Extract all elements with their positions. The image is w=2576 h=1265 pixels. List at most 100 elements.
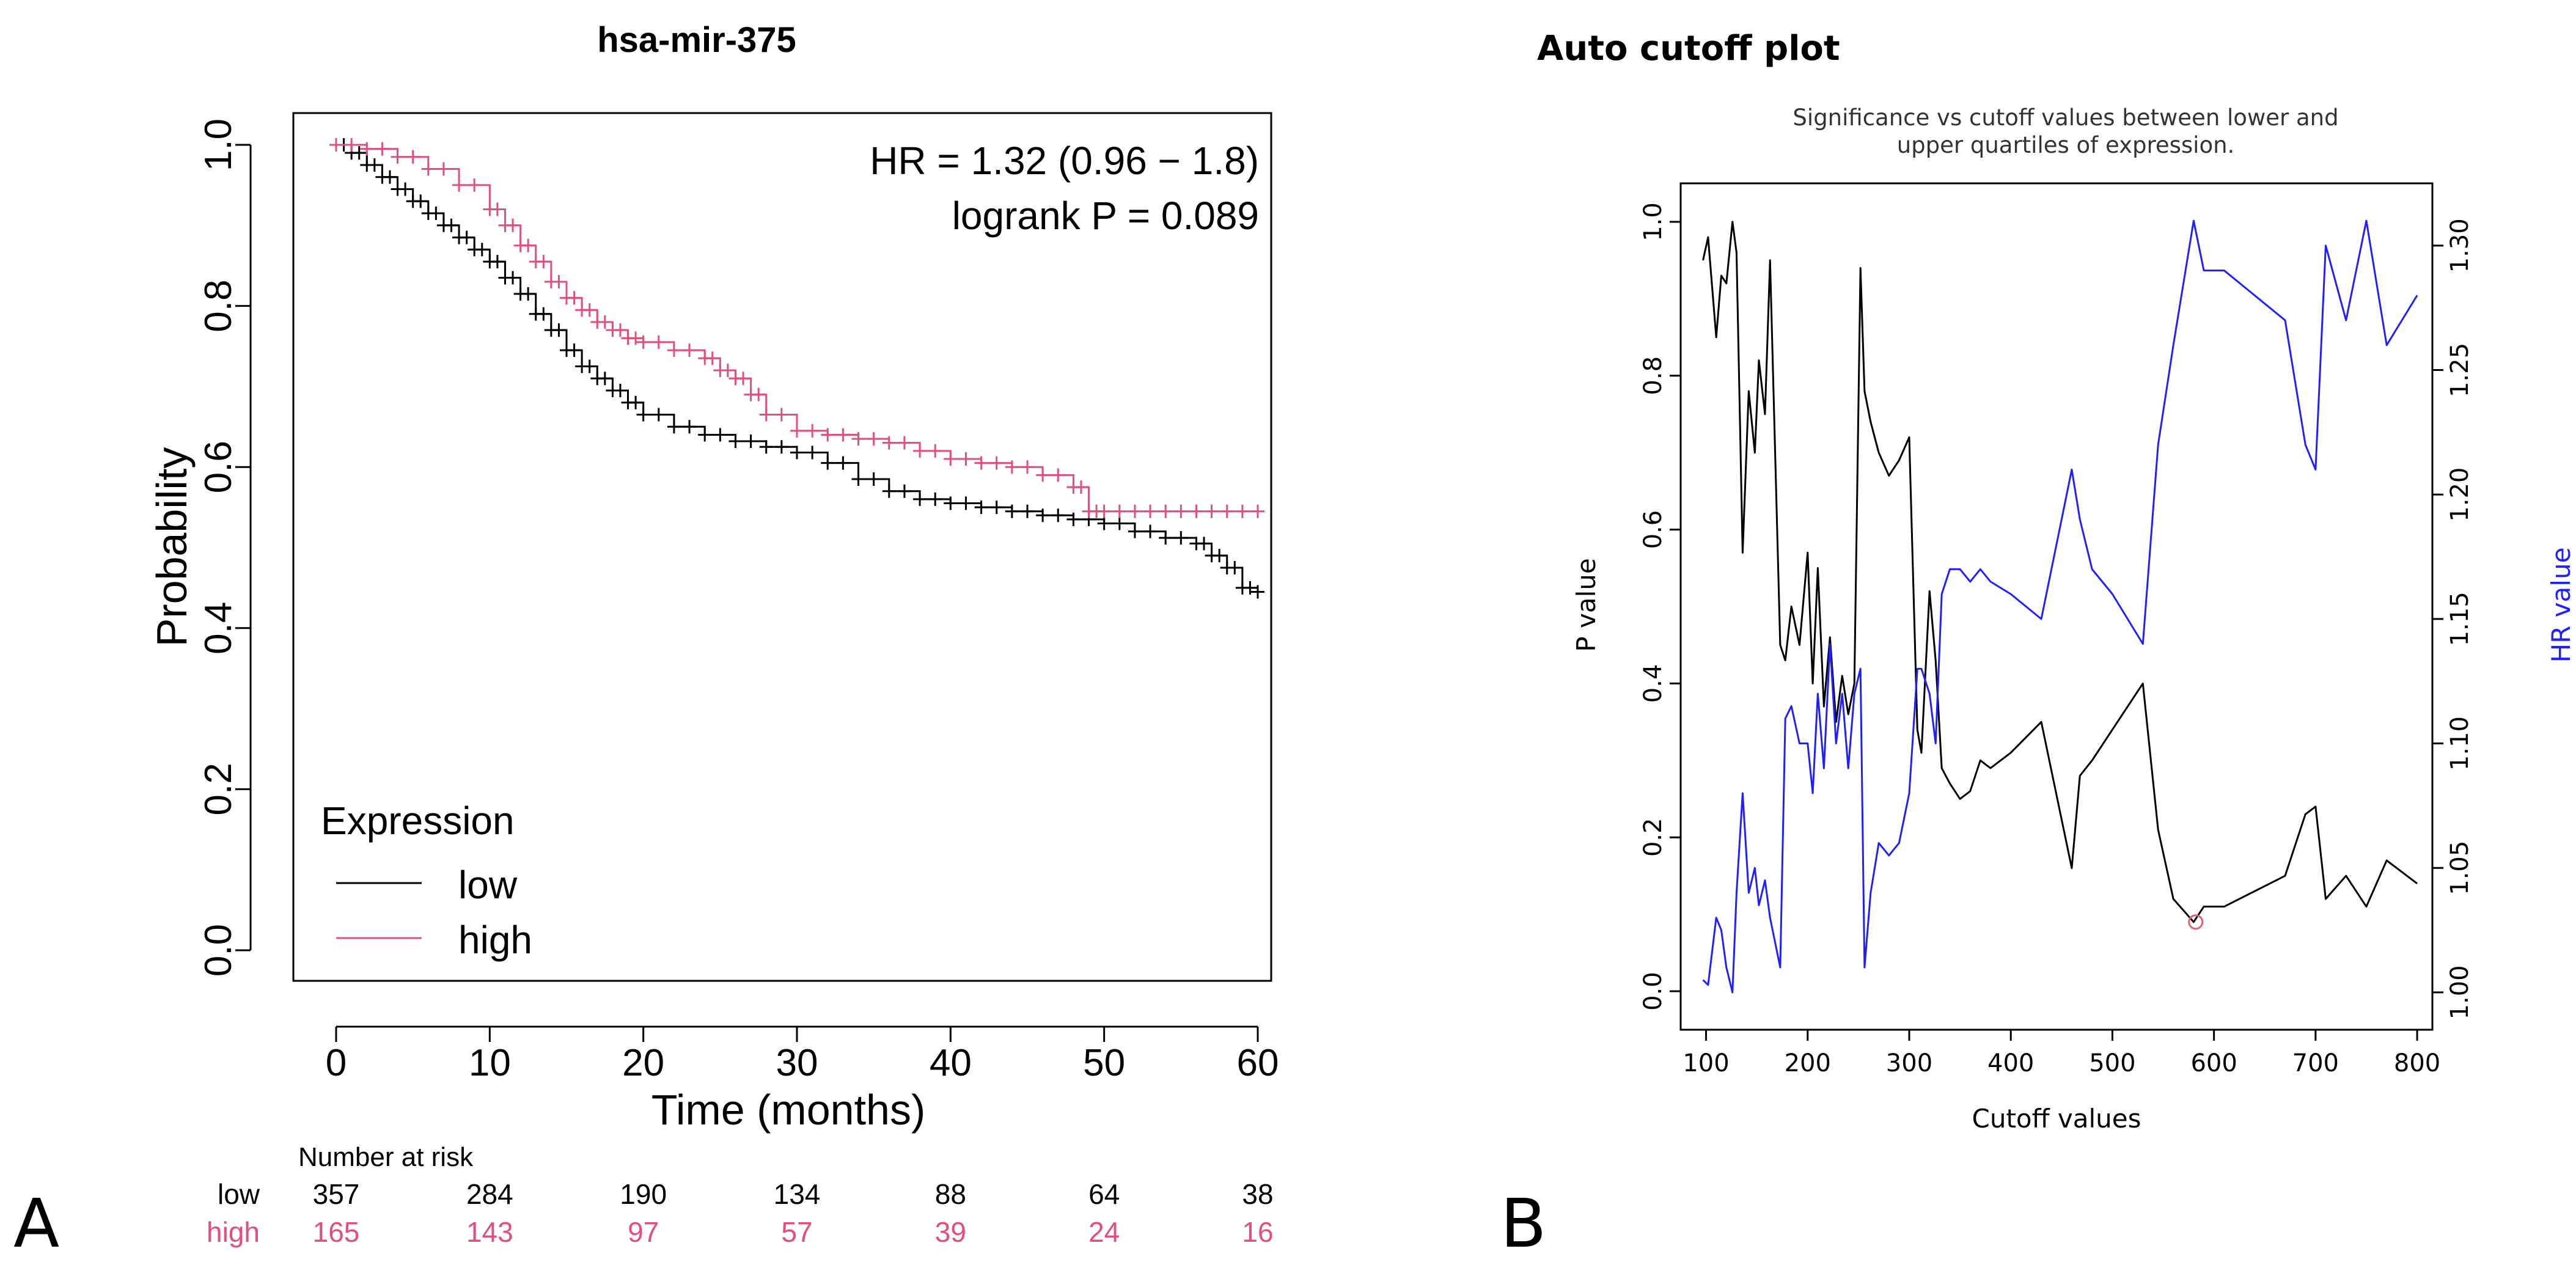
cutoff-plot-frame <box>1679 182 2434 1031</box>
km-y-tick-label: 0.2 <box>197 763 240 815</box>
km-censor-mark-low <box>713 428 727 442</box>
km-censor-mark-low <box>629 395 643 409</box>
km-censor-mark-low <box>744 435 758 449</box>
km-censor-mark-low <box>974 501 988 515</box>
km-logrank-annotation: logrank P = 0.089 <box>952 194 1259 238</box>
risk-value-high: 24 <box>1088 1216 1120 1248</box>
cutoff-x-tick-label: 400 <box>1987 1049 2034 1077</box>
km-x-tick-label: 20 <box>622 1042 664 1084</box>
km-y-tick-label: 0.0 <box>197 924 240 977</box>
km-censor-mark-low <box>414 194 428 208</box>
risk-value-low: 64 <box>1088 1178 1120 1210</box>
km-censor-mark-high <box>705 351 719 365</box>
km-censor-mark-high <box>629 331 643 345</box>
cutoff-y2-tick-label: 1.15 <box>2446 592 2474 646</box>
cutoff-x-tick-label: 100 <box>1682 1049 1729 1077</box>
km-x-tick-label: 0 <box>326 1042 347 1084</box>
cutoff-y2-tick-label: 1.10 <box>2446 716 2474 771</box>
km-censor-mark-high <box>774 408 788 422</box>
km-censor-mark-high <box>1189 504 1203 518</box>
km-censor-mark-high <box>1220 504 1234 518</box>
cutoff-x-tick-label: 500 <box>2089 1049 2135 1077</box>
km-legend-high-label: high <box>458 918 532 962</box>
cutoff-y2-tick-label: 1.00 <box>2446 965 2474 1019</box>
cutoff-y-axis-right: 1.00 1.05 1.10 1.15 1.20 1.25 1.30 <box>2432 218 2474 1019</box>
km-censor-mark-high <box>944 452 958 466</box>
km-censor-mark-low <box>1066 512 1081 526</box>
km-censor-mark-low <box>1005 504 1019 518</box>
km-censor-mark-low <box>790 446 804 460</box>
risk-row-low-label: low <box>218 1178 260 1210</box>
km-censor-mark-low <box>460 230 474 244</box>
km-censor-mark-high <box>1159 504 1173 518</box>
km-censor-mark-high <box>567 291 581 305</box>
km-y-axis: 0.0 0.2 0.4 0.6 0.8 1.0 <box>197 119 252 977</box>
risk-row-high-label: high <box>207 1216 260 1248</box>
km-censor-mark-high <box>436 162 450 176</box>
risk-value-high: 16 <box>1242 1216 1273 1248</box>
km-censor-mark-high <box>1235 504 1249 518</box>
km-censor-mark-low <box>759 440 773 454</box>
km-censor-mark-high <box>490 202 504 216</box>
risk-value-high: 97 <box>628 1216 659 1248</box>
km-censor-mark-low <box>913 492 927 506</box>
risk-value-low: 38 <box>1242 1178 1273 1210</box>
km-censor-mark-low <box>506 271 520 285</box>
km-censor-mark-high <box>421 162 435 176</box>
km-censor-mark-low <box>867 472 881 486</box>
km-censor-mark-high <box>360 142 374 156</box>
km-censor-mark-low <box>651 408 666 422</box>
cutoff-x-tick-label: 700 <box>2292 1049 2339 1077</box>
km-censor-mark-high <box>805 424 820 438</box>
cutoff-optimal-marker <box>2188 914 2204 930</box>
km-censor-mark-low <box>959 496 973 510</box>
cutoff-subtitle-line-2: upper quartiles of expression. <box>1897 132 2235 158</box>
km-censor-mark-high <box>468 178 482 192</box>
risk-value-low: 88 <box>935 1178 966 1210</box>
km-censor-mark-low <box>1143 524 1158 538</box>
cutoff-x-tick-label: 200 <box>1785 1049 1831 1077</box>
km-censor-mark-high <box>1074 480 1088 494</box>
km-censor-mark-low <box>944 496 958 510</box>
risk-value-high: 143 <box>466 1216 513 1248</box>
km-censor-mark-high <box>1251 504 1264 518</box>
km-censor-mark-high <box>1128 504 1142 518</box>
cutoff-x-tick-label: 300 <box>1886 1049 1932 1077</box>
km-title: hsa-mir-375 <box>597 20 796 60</box>
km-censor-mark-low <box>836 456 850 470</box>
km-censor-mark-low <box>1021 504 1034 518</box>
km-x-tick-label: 10 <box>469 1042 511 1084</box>
km-censor-mark-low <box>1036 508 1050 522</box>
km-censor-mark-high <box>851 432 865 446</box>
km-censor-mark-low <box>383 170 397 184</box>
km-censor-mark-high <box>1112 504 1126 518</box>
km-censor-mark-high <box>897 436 911 450</box>
km-censor-mark-low <box>1213 549 1227 563</box>
km-censor-mark-high <box>406 150 420 164</box>
km-censor-mark-high <box>989 456 1004 470</box>
km-legend-low-label: low <box>458 863 518 907</box>
km-censor-mark-low <box>667 420 681 434</box>
km-y-tick-label: 0.8 <box>197 279 240 332</box>
km-panel: hsa-mir-375 0.0 0.2 0.4 0.6 0.8 1.0 0 10 20 30 40… <box>13 20 1279 1263</box>
km-censor-mark-high <box>721 364 735 378</box>
km-censor-mark-low <box>1251 585 1264 599</box>
km-censor-mark-high <box>1036 468 1050 482</box>
km-censor-mark-low <box>851 472 865 486</box>
km-censor-mark-high <box>1051 468 1065 482</box>
km-censor-mark-low <box>521 287 535 301</box>
km-censor-mark-high <box>1005 460 1019 474</box>
cutoff-series-group <box>1702 219 2418 994</box>
km-y-axis-label: Probability <box>148 447 196 647</box>
risk-value-low: 284 <box>466 1178 513 1210</box>
km-legend: Expression low high <box>321 799 532 962</box>
km-censor-mark-low <box>1197 537 1211 551</box>
km-censor-mark-high <box>959 452 973 466</box>
km-censor-mark-high <box>329 138 343 152</box>
km-plot-frame <box>292 112 1272 982</box>
km-censor-mark-high <box>552 275 566 289</box>
km-censor-mark-low <box>805 446 820 460</box>
km-censor-mark-high <box>537 255 551 269</box>
